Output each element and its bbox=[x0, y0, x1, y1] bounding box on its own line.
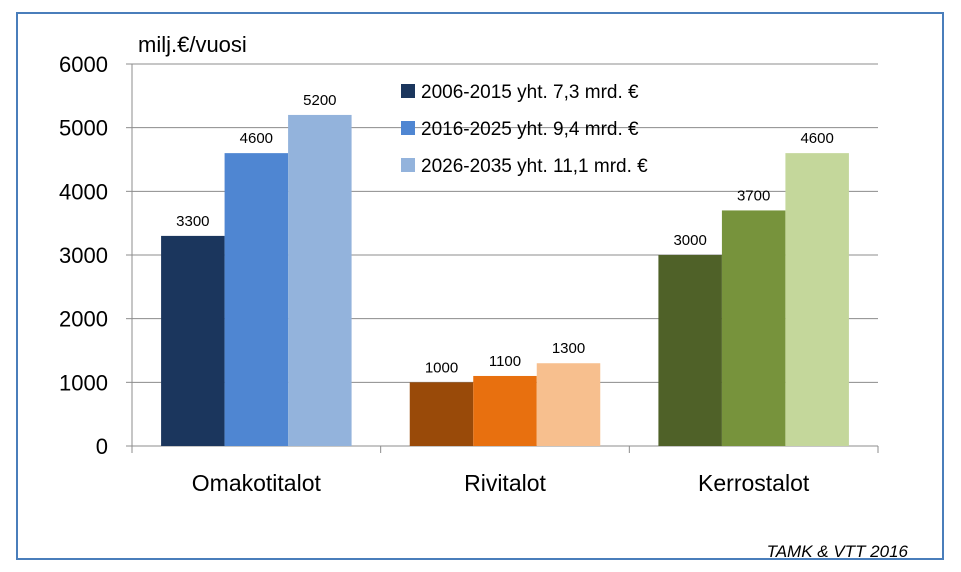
y-tick-label: 0 bbox=[96, 434, 108, 459]
legend-label: 2006-2015 yht. 7,3 mrd. € bbox=[421, 82, 639, 103]
data-label: 3300 bbox=[176, 213, 209, 230]
source-credit: TAMK & VTT 2016 bbox=[766, 542, 908, 561]
x-tick-label: Rivitalot bbox=[464, 470, 546, 496]
x-tick-label: Omakotitalot bbox=[192, 470, 322, 496]
data-label: 1000 bbox=[425, 359, 458, 376]
y-tick-label: 6000 bbox=[59, 52, 108, 77]
data-label: 4600 bbox=[800, 130, 833, 147]
bar bbox=[536, 363, 601, 446]
data-label: 4600 bbox=[240, 130, 273, 147]
data-label: 1300 bbox=[552, 340, 585, 357]
legend-swatch bbox=[401, 158, 415, 172]
y-tick-label: 4000 bbox=[59, 179, 108, 204]
x-tick-label: Kerrostalot bbox=[698, 470, 810, 496]
bar bbox=[658, 255, 722, 446]
bar bbox=[161, 235, 225, 446]
bar bbox=[473, 375, 537, 446]
legend-swatch bbox=[401, 84, 415, 98]
y-tick-label: 3000 bbox=[59, 243, 108, 268]
bar bbox=[409, 382, 474, 446]
legend-swatch bbox=[401, 121, 415, 135]
y-tick-label: 2000 bbox=[59, 307, 108, 332]
y-axis-label: milj.€/vuosi bbox=[138, 32, 247, 57]
bar bbox=[288, 114, 352, 446]
legend-label: 2016-2025 yht. 9,4 mrd. € bbox=[421, 119, 639, 140]
data-label: 3000 bbox=[673, 232, 706, 249]
bar-chart: 0 1000 2000 3000 4000 5000 6000 milj.€/vuosi 330… bbox=[59, 32, 879, 496]
bar bbox=[224, 153, 289, 446]
bar bbox=[785, 153, 849, 446]
data-label: 5200 bbox=[303, 92, 336, 109]
y-tick-label: 5000 bbox=[59, 116, 108, 141]
data-label: 1100 bbox=[489, 353, 521, 370]
chart-frame: 0 1000 2000 3000 4000 5000 6000 milj.€/vuosi 330… bbox=[16, 12, 944, 561]
legend-label: 2026-2035 yht. 11,1 mrd. € bbox=[421, 156, 648, 177]
bar bbox=[721, 210, 786, 446]
y-tick-label: 1000 bbox=[59, 370, 108, 395]
data-label: 3700 bbox=[737, 187, 770, 204]
